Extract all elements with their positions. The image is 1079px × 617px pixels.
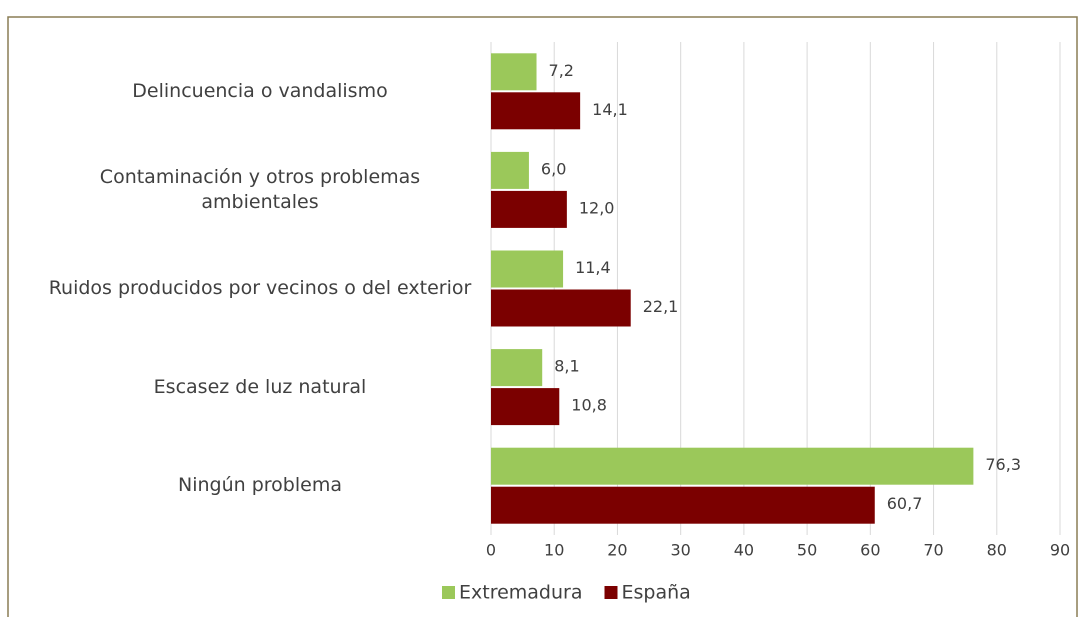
category-label-box: Contaminación y otros problemas ambienta… xyxy=(99,166,421,213)
bar xyxy=(491,349,543,387)
x-tick-label: 30 xyxy=(670,541,690,560)
y-tick-label: Contaminación y otros problemas ambienta… xyxy=(99,166,421,213)
data-label: 6,0 xyxy=(541,159,566,178)
x-tick-label: 0 xyxy=(486,541,496,560)
category-label-box: Delincuencia o vandalismo xyxy=(132,79,388,102)
legend-swatch xyxy=(442,586,455,599)
y-tick-label: Ruidos producidos por vecinos o del exte… xyxy=(48,277,472,300)
legend-label: Extremadura xyxy=(459,582,583,604)
bar xyxy=(491,92,581,130)
legend-swatch xyxy=(604,586,618,599)
bar xyxy=(491,388,560,426)
data-label: 12,0 xyxy=(579,198,615,217)
bar xyxy=(491,289,631,327)
data-label: 11,4 xyxy=(575,258,611,277)
legend-label: España xyxy=(622,582,691,604)
bar xyxy=(491,53,537,91)
bar xyxy=(491,250,564,288)
bar xyxy=(491,486,875,524)
x-tick-label: 60 xyxy=(860,541,880,560)
data-label: 8,1 xyxy=(554,357,579,376)
y-tick-label: Escasez de luz natural xyxy=(153,375,367,398)
bar xyxy=(491,447,974,485)
x-tick-label: 40 xyxy=(734,541,754,560)
x-tick-label: 90 xyxy=(1050,541,1070,560)
data-label: 60,7 xyxy=(887,494,923,513)
data-label: 10,8 xyxy=(571,396,607,415)
frame xyxy=(7,16,1078,617)
x-tick-label: 70 xyxy=(923,541,943,560)
data-label: 7,2 xyxy=(549,61,574,80)
x-tick-label: 10 xyxy=(544,541,564,560)
bar xyxy=(491,151,529,189)
x-tick-label: 50 xyxy=(797,541,817,560)
data-label: 14,1 xyxy=(592,100,628,119)
bar xyxy=(491,190,567,228)
y-tick-label: Ningún problema xyxy=(178,474,342,497)
x-tick-label: 80 xyxy=(987,541,1007,560)
data-label: 76,3 xyxy=(985,455,1021,474)
data-label: 22,1 xyxy=(643,297,679,316)
category-label-box: Ningún problema xyxy=(178,474,342,497)
category-label-box: Ruidos producidos por vecinos o del exte… xyxy=(48,277,472,300)
x-tick-label: 20 xyxy=(607,541,627,560)
category-label-box: Escasez de luz natural xyxy=(153,375,367,398)
y-tick-label: Delincuencia o vandalismo xyxy=(132,79,388,102)
